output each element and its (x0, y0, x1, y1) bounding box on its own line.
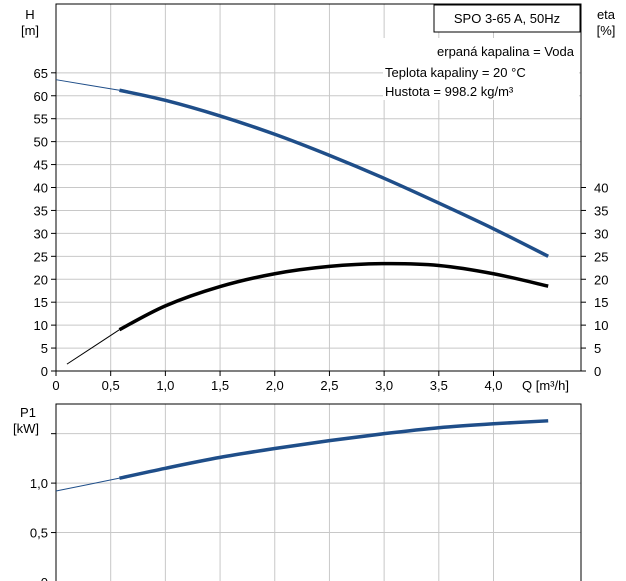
eta-tick-label: 20 (594, 272, 608, 287)
h-axis-label: H (25, 7, 34, 22)
x-axis-label: Q [m³/h] (522, 378, 569, 393)
eta-axis-unit: [%] (597, 23, 616, 38)
top-x-ticks: 0 0,5 1,0 1,5 2,0 2,5 3,0 3,5 4,0 (52, 371, 503, 393)
annotation-density: Hustota = 998.2 kg/m³ (385, 84, 514, 99)
annotation-temperature: Teplota kapaliny = 20 °C (385, 65, 526, 80)
top-right-ticks: 0 5 10 15 20 25 30 35 40 (581, 181, 608, 379)
x-tick-label: 3,0 (375, 378, 393, 393)
p1-tick-label: 0 (41, 575, 48, 581)
chart-title-box (433, 4, 581, 33)
annotation-box (383, 38, 579, 100)
power-curve-thin (55, 477, 120, 492)
h-tick-label: 35 (34, 203, 48, 218)
eta-tick-label: 35 (594, 203, 608, 218)
eta-tick-label: 30 (594, 226, 608, 241)
x-tick-label: 2,0 (266, 378, 284, 393)
h-tick-label: 60 (34, 89, 48, 104)
x-tick-label: 2,5 (320, 378, 338, 393)
h-tick-label: 55 (34, 112, 48, 127)
h-tick-label: 65 (34, 66, 48, 81)
h-tick-label: 0 (41, 364, 48, 379)
eta-tick-label: 40 (594, 181, 608, 196)
h-tick-label: 10 (34, 318, 48, 333)
eta-tick-label: 0 (594, 364, 601, 379)
h-tick-label: 15 (34, 295, 48, 310)
top-left-ticks: 0 5 10 15 20 25 30 35 40 45 50 55 60 65 (34, 66, 56, 379)
head-curve-thin (55, 79, 120, 91)
efficiency-curve-thin (66, 329, 120, 365)
x-tick-label: 4,0 (484, 378, 502, 393)
h-tick-label: 30 (34, 226, 48, 241)
bottom-left-ticks: 0 0,5 1,0 (30, 433, 56, 581)
h-tick-label: 45 (34, 158, 48, 173)
x-tick-label: 0,5 (102, 378, 120, 393)
x-tick-label: 0 (52, 378, 59, 393)
eta-tick-label: 15 (594, 295, 608, 310)
power-curve-thick (119, 419, 549, 480)
p1-tick-label: 0,5 (30, 526, 48, 541)
h-tick-label: 50 (34, 135, 48, 150)
efficiency-curve-thick (118, 261, 549, 332)
bottom-panel-grid (56, 404, 581, 581)
p1-tick-label: 1,0 (30, 476, 48, 491)
eta-tick-label: 5 (594, 341, 601, 356)
h-tick-label: 25 (34, 249, 48, 264)
head-curve-thick (119, 88, 549, 258)
h-axis-unit: [m] (21, 23, 39, 38)
top-series (55, 79, 549, 365)
eta-tick-label: 10 (594, 318, 608, 333)
bottom-panel-frame (55, 403, 582, 581)
x-tick-label: 1,5 (211, 378, 229, 393)
h-tick-label: 5 (41, 341, 48, 356)
h-tick-label: 20 (34, 272, 48, 287)
annotation-liquid: erpaná kapalina = Voda (437, 44, 575, 59)
eta-tick-label: 25 (594, 249, 608, 264)
p1-axis-label: P1 (20, 405, 36, 420)
h-tick-label: 40 (34, 181, 48, 196)
chart-title: SPO 3-65 A, 50Hz (454, 11, 560, 26)
p1-axis-unit: [kW] (13, 421, 39, 436)
x-tick-label: 1,0 (156, 378, 174, 393)
eta-axis-label: eta (597, 7, 616, 22)
x-tick-label: 3,5 (430, 378, 448, 393)
bottom-series (55, 419, 549, 492)
